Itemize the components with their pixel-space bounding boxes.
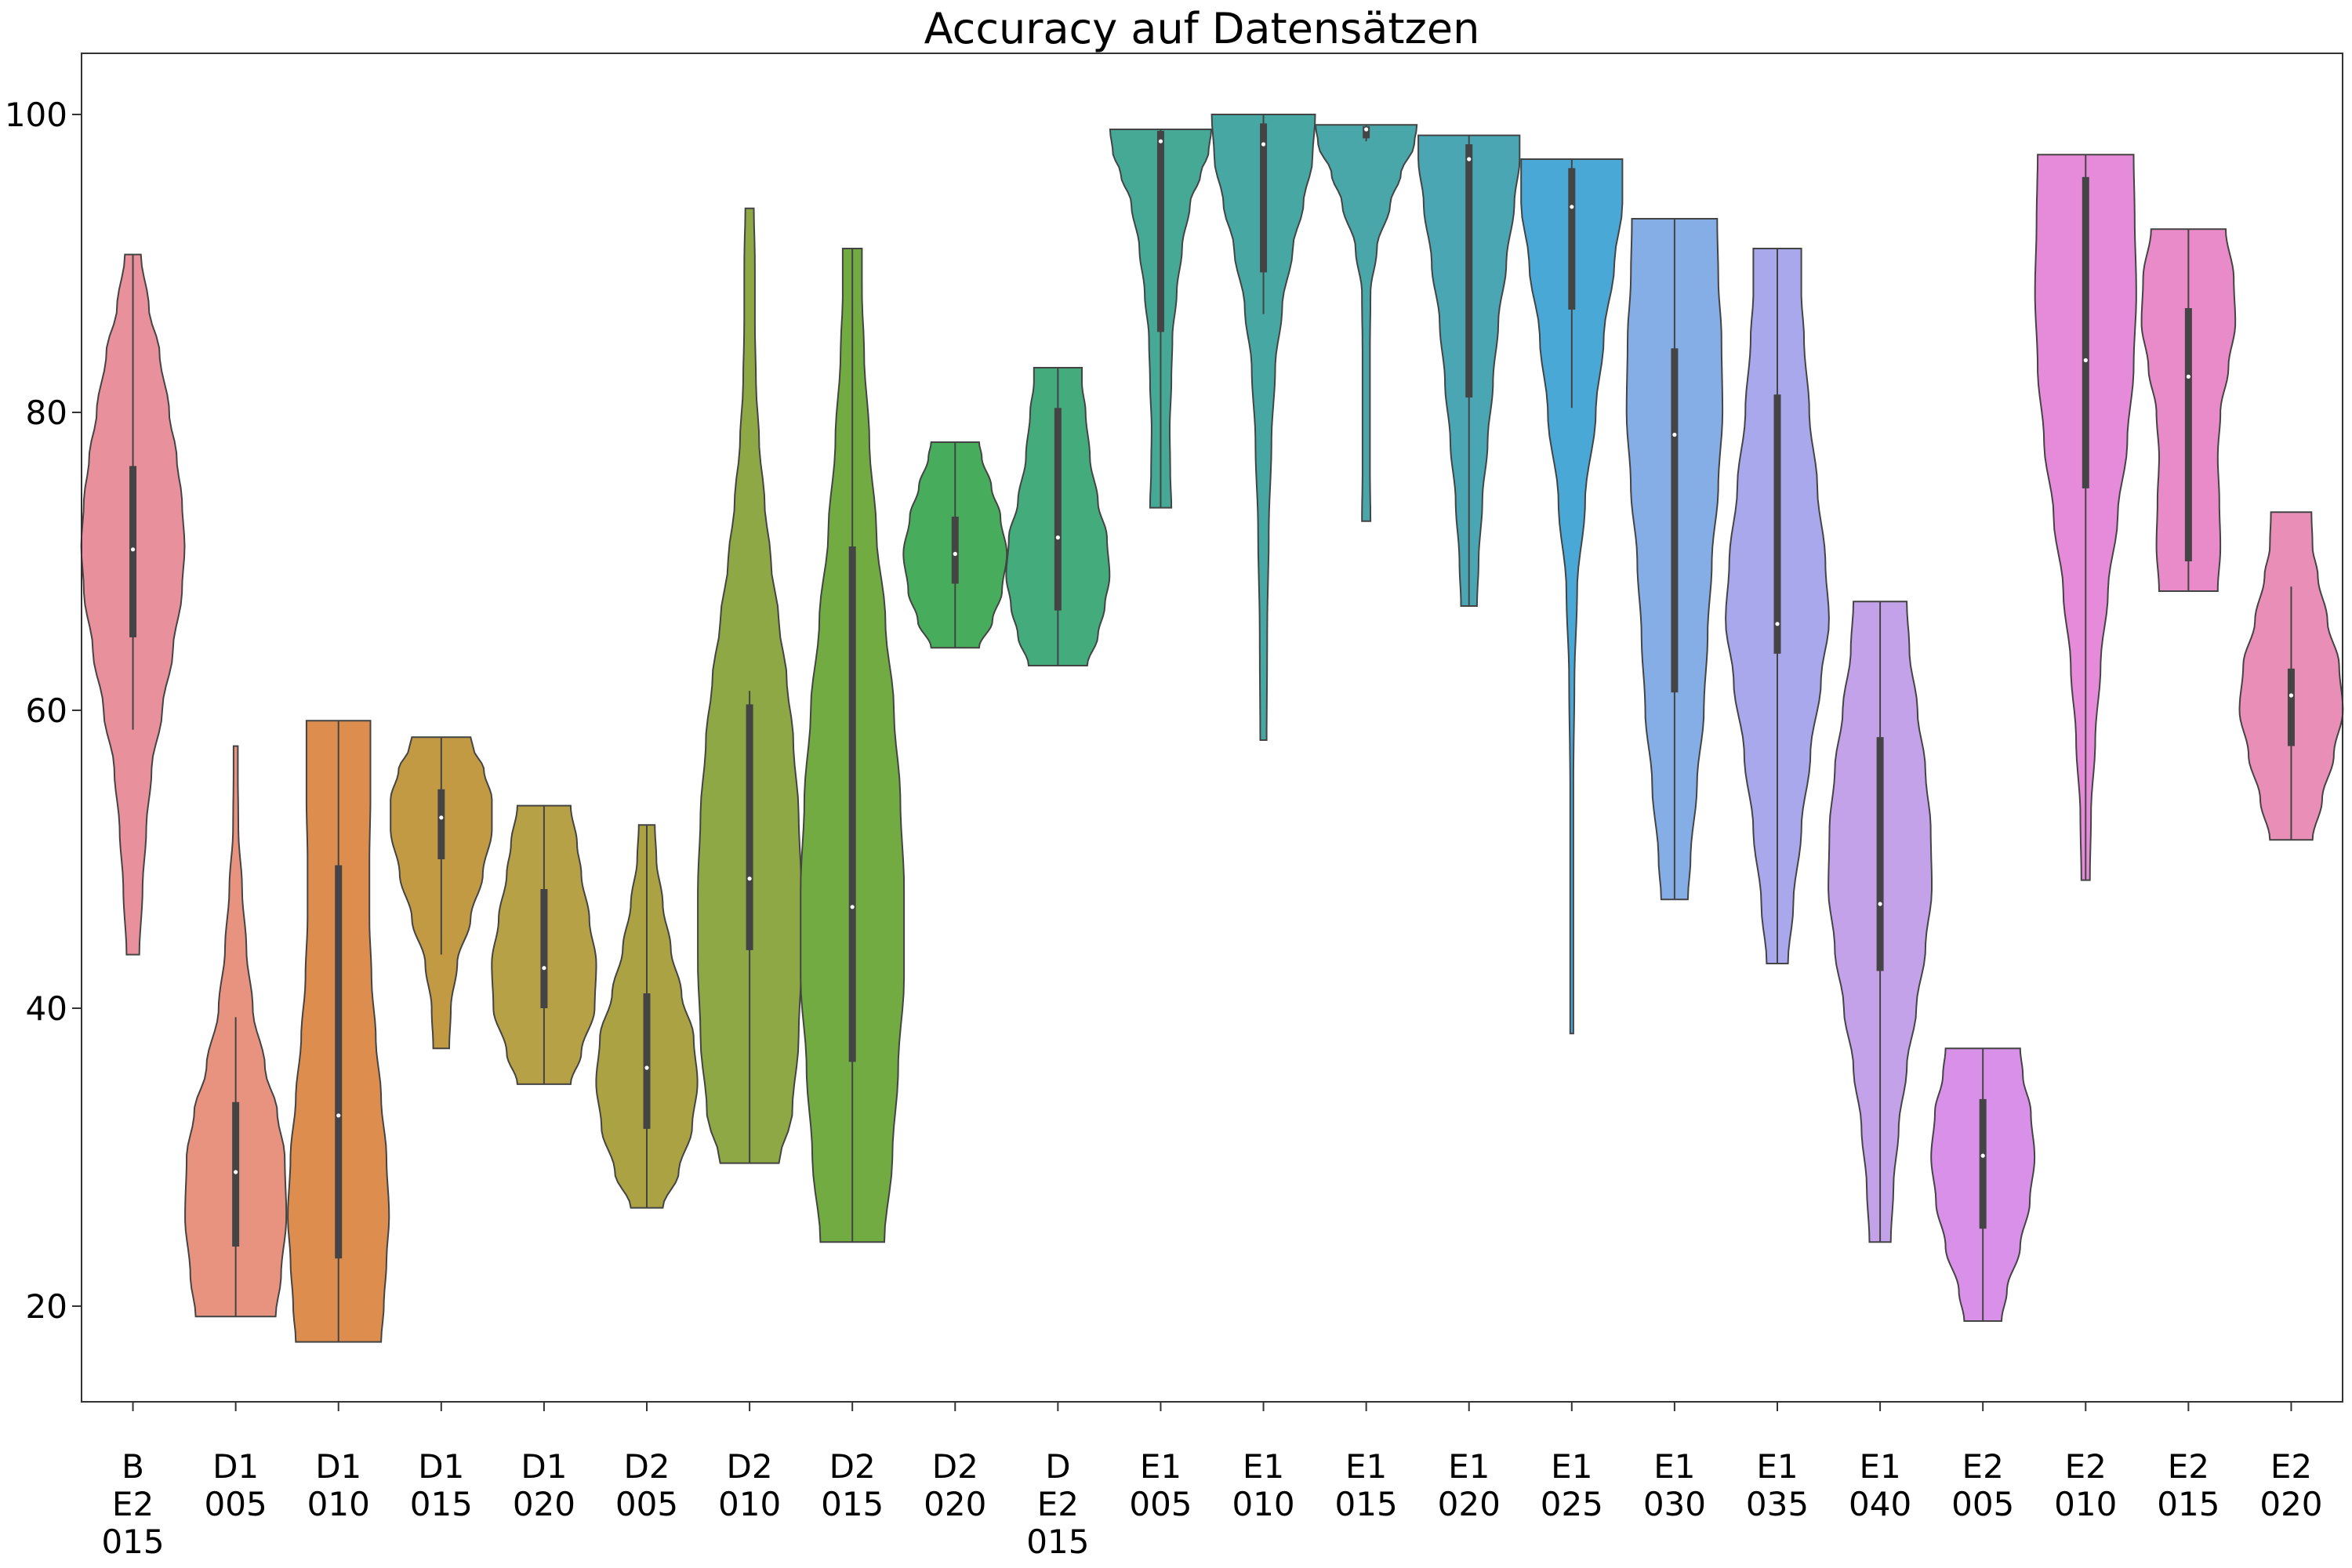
violin-iqr-box <box>1773 394 1781 654</box>
violin-iqr-box <box>2082 176 2089 488</box>
y-tick-label: 20 <box>26 1287 67 1326</box>
plot-frame <box>81 53 2343 1403</box>
x-tick-label: D1 020 <box>513 1447 575 1523</box>
x-tick-label: E1 025 <box>1541 1447 1603 1523</box>
x-tick-label: E2 015 <box>2157 1447 2220 1523</box>
violin-median-dot <box>2288 693 2294 698</box>
violin-iqr-box <box>1568 168 1576 310</box>
violin-iqr-box <box>2184 308 2192 561</box>
violin-median-dot <box>1467 157 1472 162</box>
violin-iqr-box <box>746 704 753 950</box>
x-tick-label: B E2 015 <box>101 1447 164 1561</box>
violin-iqr-box <box>951 517 959 584</box>
violin-body <box>1210 114 1316 741</box>
violin-median-dot <box>2083 358 2088 363</box>
violin-median-dot <box>850 905 855 909</box>
violin-iqr-box <box>129 466 137 637</box>
x-tick-label: E2 020 <box>2259 1447 2322 1523</box>
violin-median-dot <box>747 877 752 881</box>
violin-median-dot <box>234 1170 238 1174</box>
x-tick-label: E1 005 <box>1129 1447 1192 1523</box>
violin-median-dot <box>1055 535 1060 540</box>
violin-iqr-box <box>335 865 343 1259</box>
violin-iqr-box <box>437 789 445 859</box>
violin-iqr-box <box>1363 126 1370 139</box>
violin-median-dot <box>1775 622 1780 626</box>
violin-iqr-box <box>848 546 856 1062</box>
violin-median-dot <box>644 1065 649 1070</box>
violin-iqr-box <box>1156 130 1164 332</box>
violin-median-dot <box>1672 432 1677 437</box>
y-tick-label: 40 <box>26 989 67 1028</box>
x-tick-label: D E2 015 <box>1026 1447 1089 1561</box>
y-axis: 20 40 60 80 100 <box>5 96 82 1326</box>
x-tick-label: D2 010 <box>718 1447 781 1523</box>
violin-median-dot <box>953 551 957 557</box>
violin-iqr-box <box>1979 1098 1987 1229</box>
violin-median-dot <box>130 547 136 552</box>
violin-iqr-box <box>1465 144 1473 397</box>
y-tick-label: 60 <box>26 691 67 730</box>
violin-body <box>697 207 803 1164</box>
violin-iqr-box <box>1671 348 1679 693</box>
x-tick-label: E2 010 <box>2054 1447 2117 1523</box>
violin-body <box>1314 124 1418 522</box>
x-tick-label: D2 020 <box>924 1447 986 1523</box>
chart-title: Accuracy auf Datensätzen <box>924 4 1480 53</box>
violin-body <box>1520 158 1624 1035</box>
x-axis: B E2 015 D1 005 D1 010 D1 015 D1 020 D2 005 D2 010 D2 01… <box>101 1402 2323 1561</box>
x-tick-label: E1 035 <box>1746 1447 1809 1523</box>
violin-iqr-box <box>2287 668 2295 746</box>
x-tick-label: D1 010 <box>307 1447 370 1523</box>
violin-median-dot <box>1261 142 1266 147</box>
x-tick-label: D2 015 <box>821 1447 884 1523</box>
x-tick-label: E1 015 <box>1335 1447 1398 1523</box>
x-tick-label: D1 005 <box>205 1447 267 1523</box>
violin-median-dot <box>2186 374 2190 379</box>
violin-median-dot <box>542 966 546 971</box>
violin-median-dot <box>1980 1153 1985 1158</box>
x-tick-label: D1 015 <box>410 1447 473 1523</box>
y-tick-label: 100 <box>5 96 67 134</box>
x-tick-label: E2 005 <box>1951 1447 2014 1523</box>
violin-iqr-box <box>1876 737 1884 971</box>
y-tick-label: 80 <box>26 394 67 432</box>
violin-median-dot <box>336 1113 341 1118</box>
violin-median-dot <box>1158 139 1163 143</box>
violin-iqr-box <box>1054 408 1062 611</box>
x-tick-label: D2 005 <box>615 1447 678 1523</box>
x-tick-label: E1 020 <box>1438 1447 1501 1523</box>
x-tick-label: E1 010 <box>1232 1447 1294 1523</box>
violin-iqr-box <box>1260 123 1268 273</box>
violin-iqr-box <box>643 993 651 1129</box>
x-tick-label: E1 040 <box>1849 1447 1911 1523</box>
violin-group <box>80 114 2344 1343</box>
x-tick-label: E1 030 <box>1643 1447 1706 1523</box>
violin-median-dot <box>1364 127 1369 132</box>
violin-median-dot <box>1878 902 1882 906</box>
violin-iqr-box <box>232 1102 240 1247</box>
violin-median-dot <box>1570 205 1574 209</box>
violin-iqr-box <box>540 889 548 1008</box>
violin-median-dot <box>439 815 444 820</box>
